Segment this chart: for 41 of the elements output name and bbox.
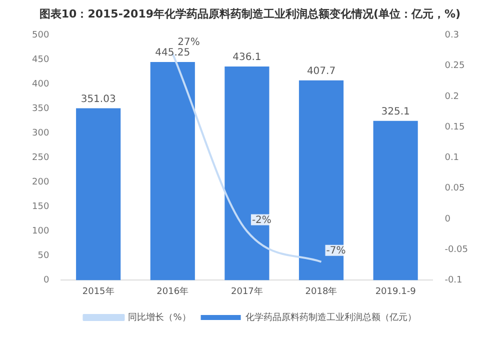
y2-tick-label: 0.25 <box>444 61 465 72</box>
bar <box>298 80 344 280</box>
y-tick-label: 250 <box>32 153 50 164</box>
bar <box>150 62 195 280</box>
bar <box>373 120 418 280</box>
x-tick-label: 2018年 <box>305 286 338 297</box>
y2-tick-label: 0.3 <box>444 30 460 41</box>
y2-tick-label: 0.2 <box>444 92 460 102</box>
data-label: 407.7 <box>306 66 336 78</box>
bar <box>224 66 270 280</box>
bar <box>76 108 121 280</box>
y2-tick-label: -0.1 <box>444 276 462 286</box>
x-tick-label: 2017年 <box>230 286 263 297</box>
data-label: 445.25 <box>155 48 190 59</box>
data-label: -7% <box>326 245 346 256</box>
y-tick-label: 50 <box>38 251 50 262</box>
y2-tick-label: 0.05 <box>444 184 465 194</box>
y-tick-label: 400 <box>32 80 50 90</box>
data-label: 351.03 <box>80 94 116 105</box>
y2-tick-label: 0 <box>444 214 451 224</box>
legend-label: 同比增长（%） <box>128 312 191 323</box>
y2-tick-label: 0.15 <box>444 122 465 132</box>
data-label: 325.1 <box>381 106 410 118</box>
legend-label: 化学药品原料药制造工业利润总额（亿元） <box>245 312 416 323</box>
x-tick-label: 2015年 <box>82 286 114 297</box>
x-tick-label: 2016年 <box>156 286 189 297</box>
chart-title: 图表10：2015-2019年化学药品原料药制造工业利润总额变化情况(单位：亿元，%) <box>39 7 461 20</box>
y-tick-label: 500 <box>32 30 50 41</box>
y2-tick-label: 0.1 <box>444 153 460 164</box>
data-label: 27% <box>178 37 200 48</box>
y-tick-label: 350 <box>32 104 50 114</box>
y-tick-label: 150 <box>32 202 50 212</box>
data-label: -2% <box>252 214 272 226</box>
y-tick-label: 300 <box>32 128 50 139</box>
x-tick-label: 2019.1-9 <box>375 286 416 297</box>
y-tick-label: 0 <box>43 276 50 286</box>
y2-tick-label: -0.05 <box>444 244 468 255</box>
data-label: 436.1 <box>232 52 262 64</box>
y-tick-label: 100 <box>32 226 50 237</box>
y-tick-label: 200 <box>32 178 50 188</box>
y-tick-label: 450 <box>32 55 50 66</box>
